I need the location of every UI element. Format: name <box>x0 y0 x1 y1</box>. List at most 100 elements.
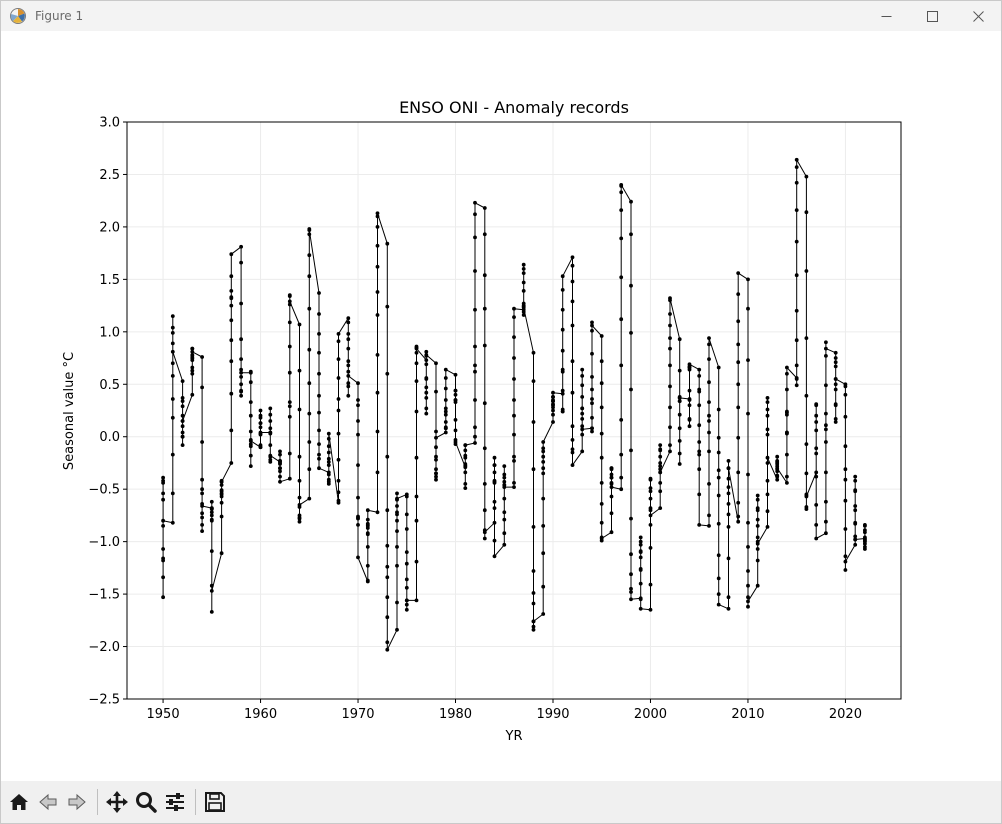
data-point <box>492 470 497 475</box>
data-point <box>180 443 185 447</box>
data-point <box>570 279 575 284</box>
configure-subplots-button[interactable] <box>161 788 189 816</box>
data-point <box>336 457 341 462</box>
data-point <box>307 306 312 311</box>
data-point <box>775 477 780 482</box>
data-point <box>200 487 205 492</box>
data-point <box>512 315 516 319</box>
data-point <box>502 510 507 515</box>
data-point <box>482 446 487 451</box>
data-point <box>707 430 711 435</box>
data-point <box>629 448 633 453</box>
back-button[interactable] <box>34 788 62 816</box>
data-point <box>853 478 858 483</box>
data-point <box>687 424 692 429</box>
data-point <box>590 397 594 401</box>
data-point <box>619 236 624 241</box>
data-point <box>619 317 624 322</box>
data-point <box>161 547 166 551</box>
data-point <box>287 320 292 325</box>
minimize-icon <box>881 15 891 17</box>
data-point <box>356 381 360 386</box>
data-point <box>307 232 312 237</box>
data-point <box>326 436 331 441</box>
data-point <box>190 349 195 354</box>
minimize-button[interactable] <box>863 1 909 31</box>
data-point <box>599 536 604 541</box>
data-point <box>404 585 409 590</box>
data-point <box>570 463 575 467</box>
data-point <box>590 415 594 420</box>
data-point <box>492 538 497 543</box>
data-point <box>512 481 516 485</box>
data-point <box>346 337 351 342</box>
data-point <box>629 387 633 392</box>
data-point <box>629 572 633 577</box>
data-point <box>492 520 497 525</box>
data-point <box>385 241 390 246</box>
data-point <box>473 269 477 273</box>
chart-title: ENSO ONI - Anomaly records <box>399 98 629 117</box>
zoom-button[interactable] <box>132 788 160 816</box>
figure-canvas[interactable]: −2.5 −2.0 −1.5 −1.0 −0.5 0.0 0.5 1.0 1.5 2.0 2.5 3.… <box>1 31 1001 781</box>
data-point <box>785 412 789 417</box>
data-point <box>463 453 468 458</box>
data-point <box>697 467 702 472</box>
oni-series-line <box>162 159 866 651</box>
data-point <box>375 290 380 294</box>
data-point <box>170 325 175 330</box>
data-point <box>229 274 234 279</box>
close-button[interactable] <box>955 1 1001 31</box>
data-point <box>853 534 858 539</box>
forward-button[interactable] <box>63 788 91 816</box>
data-point <box>755 506 760 510</box>
data-point <box>570 255 575 260</box>
save-button[interactable] <box>201 788 229 816</box>
data-point <box>482 530 487 535</box>
data-point <box>716 468 721 473</box>
data-point <box>453 400 458 404</box>
data-point <box>404 602 409 607</box>
data-point <box>336 376 341 380</box>
home-button[interactable] <box>5 788 33 816</box>
data-point <box>833 356 838 360</box>
data-point <box>716 553 721 558</box>
data-point <box>824 423 828 428</box>
data-point <box>580 432 585 437</box>
data-point <box>580 395 585 399</box>
data-point <box>190 368 195 373</box>
data-point <box>648 489 653 494</box>
data-point <box>716 493 721 498</box>
data-point <box>317 428 321 433</box>
data-point <box>824 499 828 504</box>
data-point <box>853 508 858 513</box>
data-point <box>765 492 770 497</box>
oni-line-chart[interactable]: −2.5 −2.0 −1.5 −1.0 −0.5 0.0 0.5 1.0 1.5 2.0 2.5 3.… <box>1 31 1001 781</box>
data-point <box>190 358 195 362</box>
data-point <box>375 211 380 216</box>
data-point <box>482 508 487 513</box>
data-point <box>619 363 624 368</box>
data-point <box>599 431 604 436</box>
data-point <box>424 358 429 362</box>
data-point <box>317 350 321 355</box>
maximize-button[interactable] <box>909 1 955 31</box>
data-point <box>414 518 419 523</box>
data-point <box>814 474 819 479</box>
data-point <box>229 295 234 300</box>
data-point <box>551 399 555 403</box>
x-tick-label: 1980 <box>439 707 472 722</box>
y-tick-label: −2.0 <box>88 640 120 655</box>
data-point <box>229 391 234 396</box>
data-point <box>736 405 741 410</box>
pan-button[interactable] <box>103 788 131 816</box>
title-bar[interactable]: Figure 1 <box>1 1 1001 31</box>
data-point <box>726 512 731 517</box>
data-point <box>785 371 789 376</box>
data-point <box>590 320 594 325</box>
data-point <box>755 524 760 528</box>
data-point <box>473 434 477 439</box>
data-point <box>716 475 721 480</box>
data-point <box>668 443 672 447</box>
data-point <box>170 349 175 354</box>
